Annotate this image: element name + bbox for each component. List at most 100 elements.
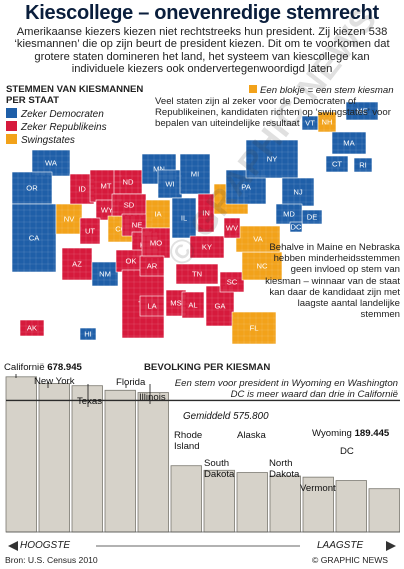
state-block <box>241 251 283 281</box>
state-label: MD <box>283 210 295 219</box>
state-label: ID <box>78 185 86 194</box>
legend-title-line2: PER STAAT <box>6 95 59 106</box>
state-ut: UT <box>79 217 101 245</box>
state-or: OR <box>11 171 53 205</box>
state-mo: MO <box>141 227 171 259</box>
state-label: AR <box>147 262 158 271</box>
state-mi: MI <box>179 153 211 195</box>
state-block <box>353 157 373 173</box>
state-az: AZ <box>61 247 93 281</box>
state-label: NJ <box>293 188 302 197</box>
state-block <box>175 263 219 285</box>
state-ca: CA <box>11 203 57 273</box>
state-label: MS <box>170 299 181 308</box>
state-block <box>139 255 165 277</box>
state-label: LA <box>147 302 157 311</box>
bar-south-dakota <box>203 469 235 533</box>
state-hi: HI <box>79 327 97 341</box>
bar-label-north-dakota: North Dakota <box>269 458 300 480</box>
legend-title-line1: STEMMEN VAN KIESMANNEN <box>6 84 144 95</box>
state-block <box>55 203 83 235</box>
legend-item-republican: Zeker Republikeins <box>6 121 107 133</box>
state-block <box>275 203 303 225</box>
bar-rhode-island <box>170 465 202 533</box>
state-label: RI <box>359 161 367 170</box>
state-label: CT <box>332 160 342 169</box>
state-fl: FL <box>231 311 277 345</box>
state-label: WY <box>101 206 113 215</box>
bar-label-south-dakota: South Dakota <box>204 458 235 480</box>
state-ny: NY <box>245 139 299 179</box>
state-block <box>219 271 245 293</box>
state-ar: AR <box>139 255 165 277</box>
state-block <box>317 111 337 133</box>
state-label: SC <box>227 278 238 287</box>
state-label: NC <box>257 262 268 271</box>
bar-label-rhode-island: Rhode Island <box>174 430 203 452</box>
state-label: MN <box>153 165 165 174</box>
state-label: DE <box>307 213 318 222</box>
state-label: CA <box>29 234 40 243</box>
block-key-swatch <box>249 85 257 93</box>
state-label: IL <box>181 214 187 223</box>
state-nd: ND <box>113 169 143 195</box>
state-block <box>231 311 277 345</box>
arrow-left-icon <box>8 541 18 551</box>
state-block <box>331 131 367 155</box>
state-label: TN <box>192 270 202 279</box>
state-label: NE <box>132 221 143 230</box>
state-label: OR <box>26 184 38 193</box>
state-la: LA <box>139 295 165 317</box>
subtitle: Amerikaanse kiezers kiezen niet rechtstr… <box>14 26 390 76</box>
state-label: AK <box>27 324 37 333</box>
state-label: CO <box>115 225 126 234</box>
state-block <box>61 247 93 281</box>
state-label: HI <box>84 330 92 339</box>
state-block <box>141 227 171 259</box>
state-block <box>139 295 165 317</box>
state-label: MA <box>343 139 355 148</box>
state-dc: DC <box>289 221 303 233</box>
chart-title: BEVOLKING PER KIESMAN <box>144 362 271 373</box>
state-in: IN <box>197 193 215 233</box>
state-label: ME <box>356 107 367 116</box>
state-label: GA <box>215 302 227 311</box>
state-nc: NC <box>241 251 283 281</box>
bar-label-texas: Texas <box>77 396 103 407</box>
state-wv: WV <box>223 217 241 239</box>
state-ia: IA <box>145 199 171 229</box>
state-ma: MA <box>331 131 367 155</box>
state-wi: WI <box>157 169 183 199</box>
state-tn: TN <box>175 263 219 285</box>
chart-note: Een stem voor president in Wyoming en Wa… <box>174 378 398 401</box>
state-block <box>245 139 299 179</box>
state-nh: NH <box>317 111 337 133</box>
state-il: IL <box>171 197 197 239</box>
state-label: NY <box>267 155 278 164</box>
legend-item-swing: Swingstates <box>6 134 75 146</box>
legend-item-democrat: Zeker Democraten <box>6 108 104 120</box>
bar-new-york <box>38 383 70 533</box>
side-note: Behalve in Maine en Nebraska hebben mind… <box>265 242 400 321</box>
arrow-right-icon <box>386 541 396 551</box>
bar-label-new-york: New York <box>34 376 75 387</box>
state-label: UT <box>85 227 95 236</box>
state-nm: NM <box>91 261 119 287</box>
state-block <box>325 155 349 173</box>
state-label: NH <box>322 118 333 127</box>
state-label: WA <box>45 159 58 168</box>
block-key-label: Een blokje = een stem kiesman <box>260 85 394 96</box>
state-me: ME <box>345 101 379 121</box>
state-sc: SC <box>219 271 245 293</box>
state-label: MO <box>150 239 162 248</box>
state-label: ND <box>123 178 134 187</box>
state-label: VA <box>253 235 264 244</box>
legend-label: Zeker Republikeins <box>21 122 107 133</box>
source-note: Bron: U.S. Census 2010 <box>5 555 98 565</box>
bar-label-alaska: Alaska <box>237 430 266 441</box>
state-label: NV <box>64 215 75 224</box>
bar-wyoming <box>368 488 400 533</box>
bar-label-dc: DC <box>340 446 354 457</box>
intro-text: Veel staten zijn al zeker voor de Democr… <box>155 96 391 129</box>
mean-label: Gemiddeld 575.800 <box>183 411 269 422</box>
